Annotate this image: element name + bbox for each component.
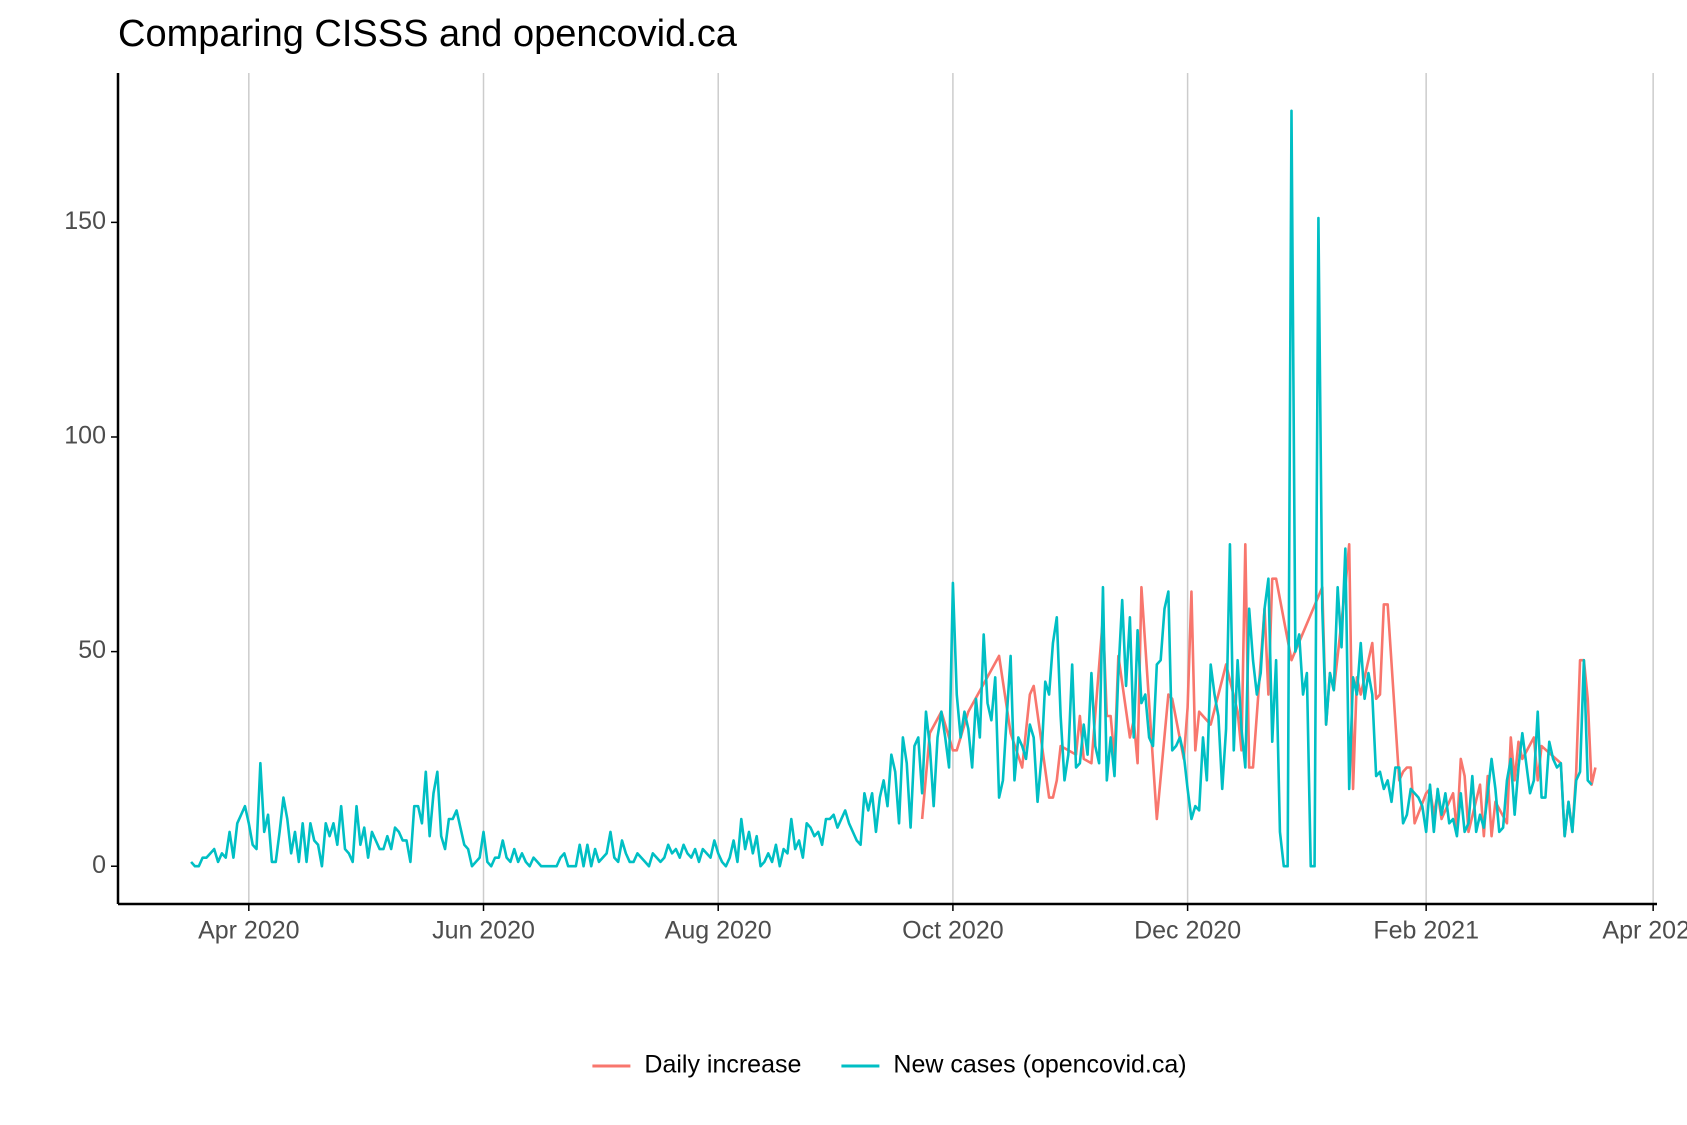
y-tick-label: 0: [92, 851, 106, 879]
x-tick-label: Aug 2020: [665, 917, 772, 945]
x-tick-label: Jun 2020: [432, 917, 535, 945]
x-tick-label: Apr 2021: [1602, 917, 1687, 945]
x-tick-label: Oct 2020: [902, 917, 1003, 945]
legend-label: Daily increase: [644, 1051, 801, 1079]
y-tick-label: 50: [78, 636, 106, 664]
x-tick-label: Dec 2020: [1134, 917, 1241, 945]
x-tick-label: Apr 2020: [198, 917, 299, 945]
x-tick-label: Feb 2021: [1373, 917, 1479, 945]
legend-label: New cases (opencovid.ca): [893, 1051, 1186, 1079]
y-tick-label: 100: [64, 422, 106, 450]
series-line: [190, 109, 1593, 868]
chart-title: Comparing CISSS and opencovid.ca: [118, 13, 738, 55]
y-tick-label: 150: [64, 207, 106, 235]
